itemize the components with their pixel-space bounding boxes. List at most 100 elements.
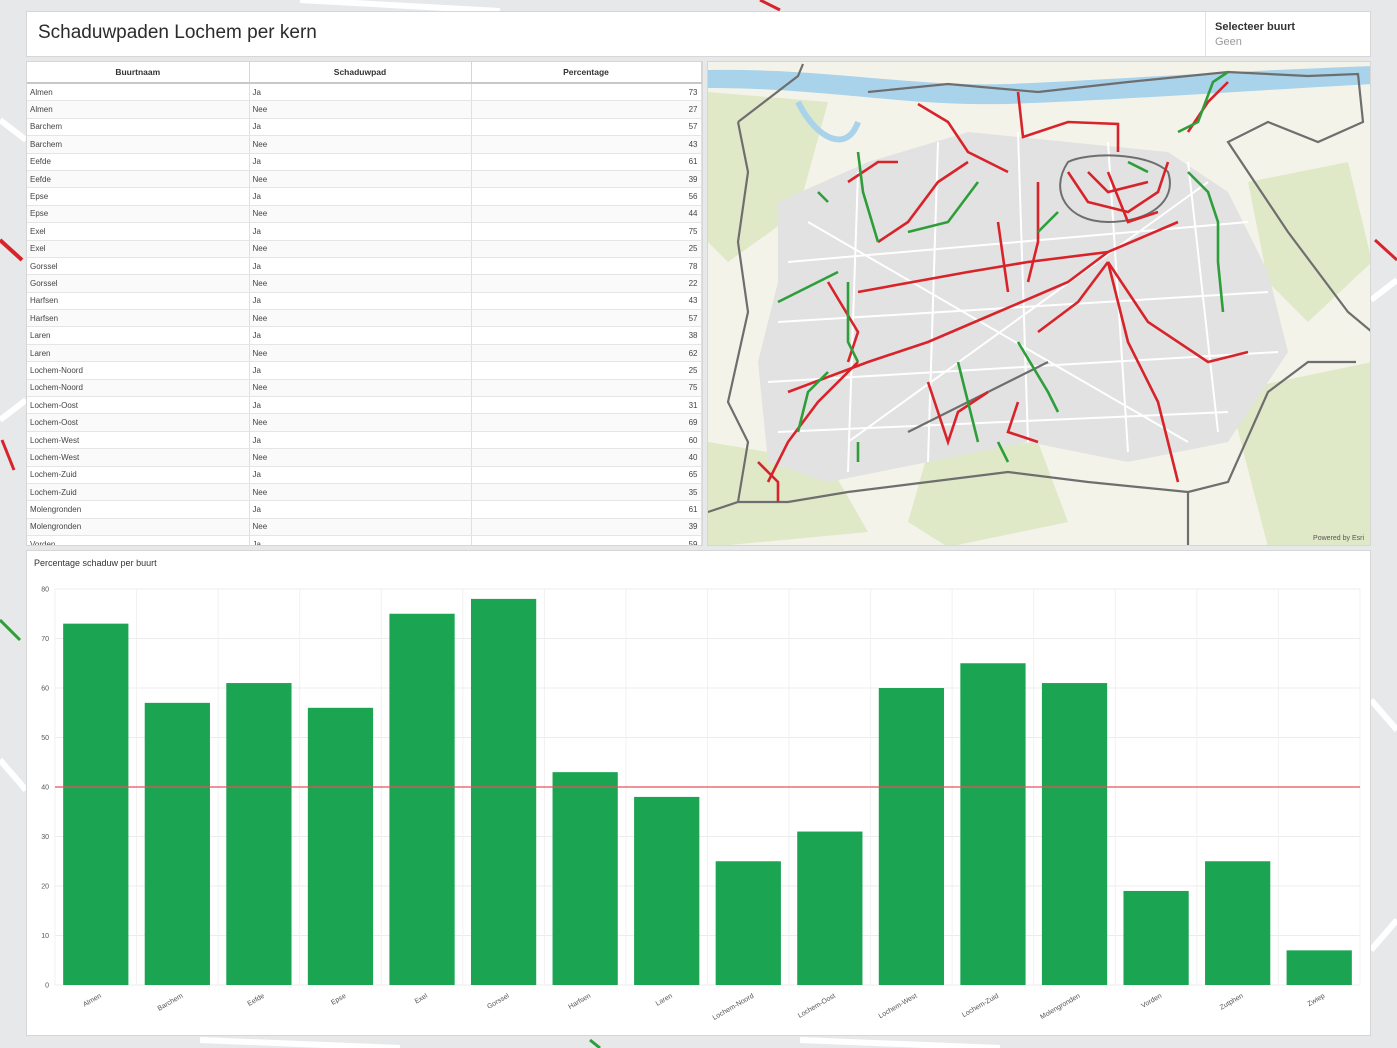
cell-buurtnaam: Gorssel: [27, 274, 250, 293]
cell-schaduwpad: Ja: [249, 257, 472, 276]
bar-harfsen[interactable]: [552, 772, 618, 985]
bar-eefde[interactable]: [226, 683, 292, 985]
cell-buurtnaam: Lochem-Oost: [27, 396, 250, 415]
table-row[interactable]: Exel Nee 25: [27, 240, 702, 258]
table-row[interactable]: Molengronden Ja 61: [27, 500, 702, 519]
table-row[interactable]: Lochem-Oost Ja 31: [27, 396, 702, 415]
cell-schaduwpad: Nee: [249, 448, 472, 467]
table-row[interactable]: Barchem Ja 57: [27, 118, 702, 137]
cell-schaduwpad: Ja: [249, 118, 472, 137]
bar-zwiep[interactable]: [1286, 950, 1352, 985]
column-header-buurtnaam[interactable]: Buurtnaam: [27, 62, 250, 84]
cell-buurtnaam: Barchem: [27, 135, 250, 154]
table-row[interactable]: Lochem-West Ja 60: [27, 431, 702, 450]
cell-schaduwpad: Nee: [249, 309, 472, 328]
x-tick-label: Laren: [655, 993, 674, 1008]
cell-buurtnaam: Almen: [27, 100, 250, 119]
cell-schaduwpad: Ja: [249, 431, 472, 450]
map-panel[interactable]: Powered by Esri: [707, 61, 1371, 546]
table-row[interactable]: Laren Nee 62: [27, 344, 702, 363]
table-row[interactable]: Laren Ja 38: [27, 326, 702, 345]
table-row[interactable]: Gorssel Ja 78: [27, 257, 702, 276]
y-tick-label: 40: [41, 785, 49, 792]
cell-schaduwpad: Nee: [249, 240, 472, 258]
bar-vorden[interactable]: [1123, 890, 1189, 985]
cell-buurtnaam: Lochem-Oost: [27, 413, 250, 432]
table-row[interactable]: Gorssel Nee 22: [27, 274, 702, 293]
cell-buurtnaam: Almen: [27, 83, 250, 102]
table-row[interactable]: Vorden Ja 59: [27, 535, 702, 545]
selector-value[interactable]: Geen: [1215, 36, 1242, 48]
cell-schaduwpad: Ja: [249, 500, 472, 519]
bar-almen[interactable]: [63, 623, 129, 985]
map-attribution: Powered by Esri: [1313, 535, 1364, 542]
selector-label: Selecteer buurt: [1215, 21, 1296, 33]
table-row[interactable]: Lochem-Zuid Ja 65: [27, 466, 702, 484]
table-row[interactable]: Epse Ja 56: [27, 187, 702, 206]
header-bar: Schaduwpaden Lochem per kern Selecteer b…: [26, 11, 1371, 57]
table-row[interactable]: Harfsen Ja 43: [27, 292, 702, 311]
map-canvas[interactable]: [708, 62, 1371, 546]
cell-percentage: 57: [471, 118, 702, 137]
x-tick-label: Vorden: [1140, 993, 1163, 1010]
cell-buurtnaam: Laren: [27, 344, 250, 363]
bar-lochem-oost[interactable]: [797, 831, 863, 985]
cell-percentage: 39: [471, 518, 702, 537]
data-table-panel: Buurtnaam Schaduwpad Percentage Almen Ja 7…: [26, 61, 703, 546]
cell-percentage: 44: [471, 205, 702, 224]
column-header-schaduwpad[interactable]: Schaduwpad: [249, 62, 472, 84]
table-body: Almen Ja 73 Almen Nee 27 Barchem Ja 57 Barchem Nee…: [27, 83, 702, 545]
table-row[interactable]: Lochem-Oost Nee 69: [27, 413, 702, 432]
cell-schaduwpad: Nee: [249, 483, 472, 502]
cell-percentage: 25: [471, 240, 702, 258]
bar-laren[interactable]: [634, 796, 700, 985]
table-row[interactable]: Molengronden Nee 39: [27, 518, 702, 537]
bar-molengronden[interactable]: [1041, 683, 1108, 985]
bar-lochem-noord[interactable]: [715, 861, 781, 985]
cell-buurtnaam: Vorden: [27, 535, 250, 545]
cell-schaduwpad: Ja: [249, 222, 472, 241]
cell-buurtnaam: Harfsen: [27, 292, 250, 311]
bar-exel[interactable]: [389, 613, 455, 985]
table-row[interactable]: Almen Nee 27: [27, 100, 702, 119]
y-tick-label: 0: [45, 983, 49, 990]
cell-percentage: 57: [471, 309, 702, 328]
cell-percentage: 43: [471, 135, 702, 154]
cell-buurtnaam: Laren: [27, 326, 250, 345]
bar-gorssel[interactable]: [470, 598, 537, 985]
table-row[interactable]: Harfsen Nee 57: [27, 309, 702, 328]
bar-lochem-zuid[interactable]: [960, 663, 1026, 985]
x-tick-label: Molengronden: [1039, 993, 1081, 1021]
table-row[interactable]: Lochem-Noord Nee 75: [27, 379, 702, 398]
table-row[interactable]: Exel Ja 75: [27, 222, 702, 241]
bar-lochem-west[interactable]: [878, 688, 945, 985]
table-row[interactable]: Lochem-Zuid Nee 35: [27, 483, 702, 502]
cell-percentage: 62: [471, 344, 702, 363]
cell-percentage: 59: [471, 535, 702, 545]
table-row[interactable]: Lochem-Noord Ja 25: [27, 361, 702, 380]
x-tick-label: Eefde: [247, 993, 266, 1008]
y-tick-label: 20: [41, 884, 49, 891]
table-header-row: Buurtnaam Schaduwpad Percentage: [27, 62, 702, 84]
table-row[interactable]: Eefde Ja 61: [27, 153, 702, 171]
column-header-percentage[interactable]: Percentage: [471, 62, 702, 84]
cell-schaduwpad: Nee: [249, 205, 472, 224]
bar-barchem[interactable]: [144, 702, 210, 985]
table-row[interactable]: Barchem Nee 43: [27, 135, 702, 154]
x-tick-label: Almen: [82, 993, 103, 1009]
bar-zutphen[interactable]: [1205, 861, 1271, 985]
bar-chart-panel: 0 10 20 30 40 50 60 70 80 Almen Barchem Eefde Epse Ex…: [26, 550, 1371, 1036]
cell-buurtnaam: Lochem-West: [27, 448, 250, 467]
cell-schaduwpad: Nee: [249, 274, 472, 293]
cell-percentage: 61: [471, 153, 702, 171]
table-row[interactable]: Epse Nee 44: [27, 205, 702, 224]
table-row[interactable]: Lochem-West Nee 40: [27, 448, 702, 467]
table-row[interactable]: Eefde Nee 39: [27, 170, 702, 189]
x-tick-label: Zutphen: [1219, 993, 1245, 1012]
table-row[interactable]: Almen Ja 73: [27, 83, 702, 102]
neighbourhood-selector[interactable]: Selecteer buurt Geen: [1205, 12, 1372, 56]
cell-percentage: 38: [471, 326, 702, 345]
bar-epse[interactable]: [307, 707, 374, 985]
cell-percentage: 22: [471, 274, 702, 293]
cell-schaduwpad: Nee: [249, 413, 472, 432]
